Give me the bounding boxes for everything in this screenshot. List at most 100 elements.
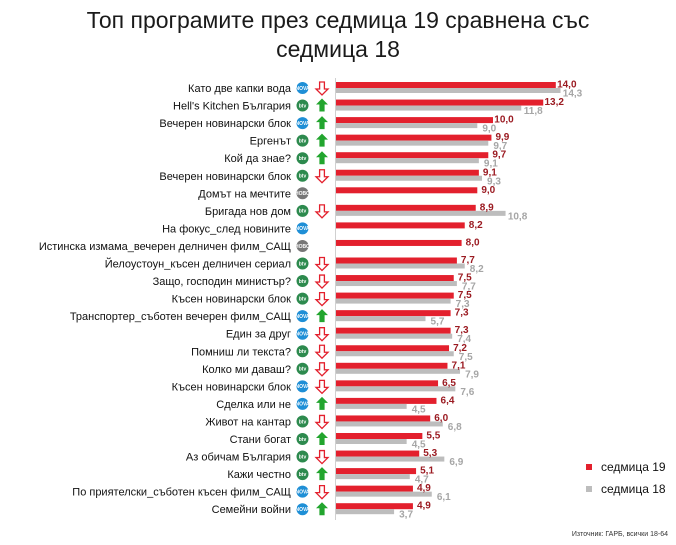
value-label-week-19: 8,0 <box>466 237 480 248</box>
arrow-down-icon <box>314 204 330 219</box>
channel-logo-text: NOVA <box>295 384 309 390</box>
value-label-week-18: 9,7 <box>493 141 507 152</box>
chart-row: Hell's Kitchen България btv 13,211,8 <box>173 97 564 117</box>
channel-logo-text: NOVA <box>295 314 309 320</box>
channel-logo-text: НОВО <box>295 191 310 197</box>
arrow-up-icon <box>316 133 328 147</box>
channel-logo-text: btv <box>299 367 307 373</box>
bar-week-19 <box>336 134 492 141</box>
value-label-week-19: 8,2 <box>469 220 483 231</box>
nova-logo-icon <box>296 310 309 323</box>
value-label-week-18: 5,7 <box>431 317 445 328</box>
bar-week-18 <box>336 439 407 444</box>
channel-logo-text: btv <box>299 454 307 460</box>
value-label-week-19: 7,3 <box>455 308 469 319</box>
value-label-week-18: 7,9 <box>465 369 479 380</box>
bar-week-18 <box>336 403 407 409</box>
bar-week-19 <box>336 362 448 369</box>
category-label: Йелоустоун_късен делничен сериал <box>105 258 291 271</box>
value-label-week-18: 4,5 <box>412 440 426 451</box>
category-label: Кажи честно <box>227 469 291 481</box>
bar-week-18 <box>336 368 461 374</box>
value-label-week-18: 7,5 <box>459 352 473 363</box>
bar-week-18 <box>336 509 395 515</box>
arrow-down-icon <box>314 327 330 342</box>
bar-week-19 <box>336 433 423 439</box>
value-label-week-18: 4,5 <box>412 404 426 415</box>
bar-week-19 <box>336 292 454 299</box>
value-label-week-18: 8,2 <box>470 264 484 275</box>
bar-week-18 <box>336 333 453 339</box>
btv-logo-icon <box>296 169 309 182</box>
value-label-week-19: 4,9 <box>417 501 431 512</box>
channel-logo-text: NOVA <box>295 121 309 127</box>
bar-week-19 <box>336 380 439 387</box>
channel-logo-text: NOVA <box>295 489 309 495</box>
bar-week-18 <box>336 281 457 287</box>
chart-row: Стани богат btv 5,54,5 <box>230 431 441 451</box>
chart-row: Защо, господин министър? btv 7,57,7 <box>153 273 477 293</box>
bar-week-19 <box>336 152 489 159</box>
bar-week-18 <box>336 158 479 164</box>
category-label: Стани богат <box>230 434 291 446</box>
channel-logo-text: НОВО <box>295 244 310 250</box>
legend-swatch-week-19 <box>586 464 592 470</box>
chart-title-line-1: Топ програмите през седмица 19 сравнена … <box>86 7 590 33</box>
value-label-week-19: 9,7 <box>492 150 506 161</box>
value-label-week-19: 6,4 <box>441 395 455 406</box>
value-label-week-19: 6,5 <box>442 378 456 389</box>
channel-logo-text: btv <box>299 261 307 267</box>
arrow-down-icon <box>314 449 330 465</box>
value-label-week-19: 7,7 <box>461 255 475 266</box>
btv-logo-icon <box>296 134 309 147</box>
channel-logo-text: NOVA <box>295 86 309 92</box>
chart-row: Сделка или не NOVA 6,4 4,5 <box>216 395 455 415</box>
chart-row: Истинска измама_вечерен делничен филм_СА… <box>39 237 480 253</box>
value-label-week-18: 9,0 <box>482 124 496 135</box>
arrow-up-icon <box>316 396 328 410</box>
bar-week-19 <box>336 187 478 194</box>
channel-logo-text: NOVA <box>295 507 309 513</box>
chart-title-line-2: седмица 18 <box>276 36 400 62</box>
legend-label-week-18: седмица 18 <box>601 482 666 496</box>
category-label: Вечерен новинарски блок <box>159 171 291 183</box>
channel-logo-text: btv <box>299 279 307 285</box>
bar-week-19 <box>336 82 556 88</box>
bar-week-19 <box>336 310 451 317</box>
arrow-down-icon <box>314 379 330 395</box>
value-label-week-18: 10,8 <box>508 211 528 222</box>
category-label: Живот на кантар <box>205 416 291 428</box>
chart-row: Един за друг NOVA 7,37,4 <box>226 325 472 345</box>
category-label: Помниш ли текста? <box>191 346 291 358</box>
value-label-week-19: 5,5 <box>426 431 440 442</box>
value-label-week-19: 14,0 <box>557 80 577 91</box>
value-label-week-18: 6,1 <box>437 492 451 503</box>
bar-week-18 <box>336 263 465 269</box>
nova-logo-icon <box>296 503 309 516</box>
bar-week-19 <box>336 99 544 106</box>
category-label: Късен новинарски блок <box>172 294 292 306</box>
btv-logo-icon <box>296 152 309 165</box>
value-label-week-18: 4,7 <box>415 475 429 486</box>
channel-logo-text: btv <box>299 174 307 180</box>
value-label-week-18: 7,7 <box>462 282 476 293</box>
bar-week-19 <box>336 169 479 176</box>
bar-week-18 <box>336 456 445 462</box>
channel-logo-text: btv <box>299 103 307 109</box>
bar-week-18 <box>336 88 561 93</box>
source-note: Източник: ГАРБ, всички 18-64 <box>571 531 668 538</box>
bar-week-19 <box>336 239 462 246</box>
channel-logo-text: btv <box>299 156 307 162</box>
chart-legend: седмица 19 седмица 18 <box>586 460 666 496</box>
bar-week-19 <box>336 327 451 334</box>
value-label-week-19: 9,9 <box>495 132 509 143</box>
arrow-up-icon <box>316 98 328 112</box>
chart-row: Ергенът btv 9,99,7 <box>250 132 510 152</box>
bar-week-19 <box>336 503 413 510</box>
chart-row: Колко ми даваш? btv 7,17,9 <box>202 360 479 380</box>
btv-logo-icon <box>296 415 309 428</box>
bar-week-18 <box>336 421 443 427</box>
category-label: Домът на мечтите <box>198 188 291 200</box>
btv-logo-icon <box>296 275 309 288</box>
value-label-week-18: 7,4 <box>457 334 471 345</box>
